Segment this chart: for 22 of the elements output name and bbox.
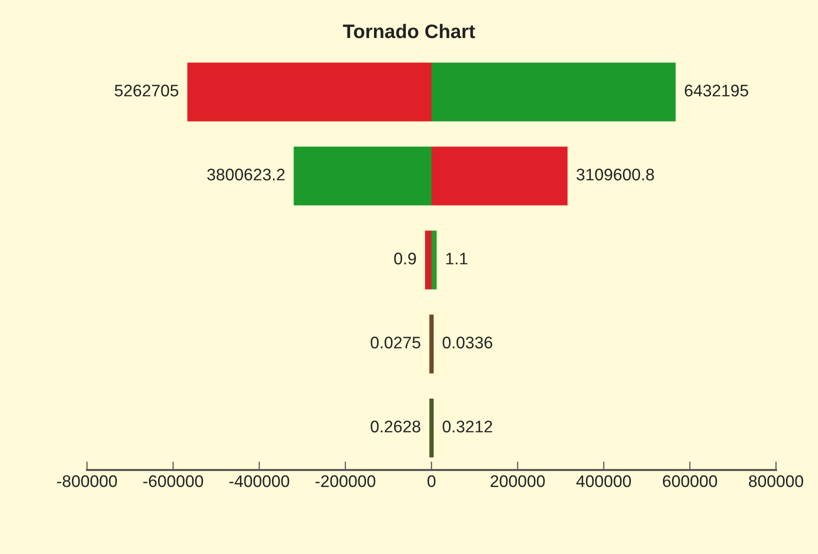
annotation: 6432195 (684, 84, 748, 96)
x-tick-label: 400000 (576, 475, 631, 488)
x-tick-label: 200000 (490, 475, 545, 488)
x-tick-label: -400000 (229, 475, 290, 488)
x-tick-label: -600000 (143, 475, 204, 488)
annotation: 3800623.2 (207, 168, 285, 180)
annotation: 3109600.8 (576, 168, 654, 180)
bar (425, 230, 432, 290)
x-tick-label: 600000 (662, 475, 718, 488)
annotation: 5262705 (114, 84, 178, 96)
annotation: 0.0275 (370, 336, 420, 348)
annotation: 0.9 (394, 252, 416, 264)
x-tick-label: -200000 (316, 475, 376, 488)
chart-title: Tornado Chart (342, 24, 476, 38)
annotation: 0.2628 (370, 420, 420, 432)
x-tick-label: 0 (428, 475, 436, 488)
x-tick-label: 800000 (748, 475, 804, 488)
annotation: 1.1 (446, 252, 468, 264)
annotation: 0.3212 (442, 420, 492, 432)
annotation: 0.0336 (442, 336, 492, 348)
bar (432, 230, 437, 290)
x-tick-label: -800000 (57, 475, 117, 488)
